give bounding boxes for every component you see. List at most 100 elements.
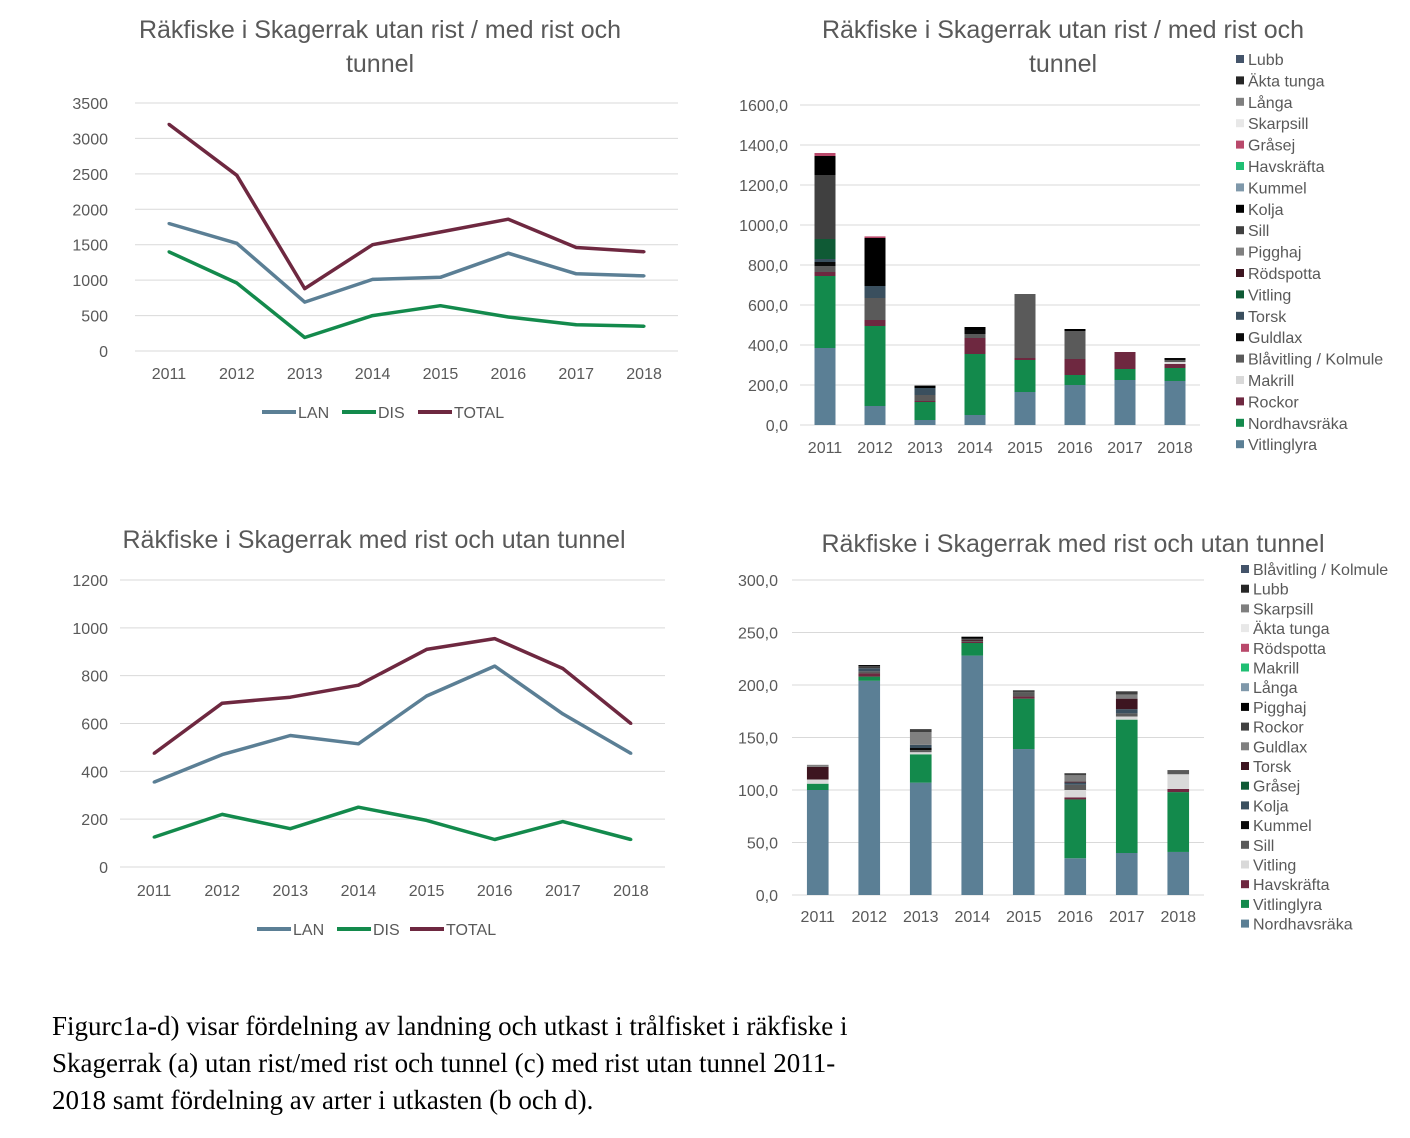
data-point [167,250,171,254]
bar-segment [1164,362,1186,364]
legend-swatch [1236,226,1244,235]
legend-label: Rockor [1253,720,1304,737]
data-point [220,701,224,705]
bar-segment [964,354,986,415]
legend-label: LAN [298,405,329,422]
y-tick-label: 2000 [72,202,108,219]
bar-segment [806,783,829,790]
legend-label: Långa [1248,94,1293,112]
legend-swatch [1241,722,1249,731]
bar-segment [914,395,936,401]
bar-segment [814,156,836,175]
data-point [506,251,510,255]
y-tick-label: 0,0 [766,418,788,435]
data-point [288,827,292,831]
x-tick-label: 2016 [1057,440,1093,457]
bar-segment [864,406,886,425]
legend-swatch [1236,140,1244,149]
x-tick-label: 2018 [613,883,649,900]
legend-label: Vitling [1248,287,1291,304]
caption-line: 2018 samt fördelning av arter i utkasten… [52,1085,594,1115]
bar-segment [1064,858,1087,895]
data-point [629,722,633,725]
bar-segment [961,639,984,641]
legend-label: DIS [373,922,400,939]
bar-segment [1167,788,1190,793]
y-tick-label: 1200 [72,573,108,590]
series-line-total [153,636,632,755]
legend-label: Makrill [1248,373,1294,390]
bar-segment [1064,385,1086,425]
y-tick-label: 3500 [72,96,108,113]
x-tick-label: 2013 [273,883,309,900]
bar-segment [1064,773,1087,776]
legend-label: LAN [293,922,324,939]
y-tick-label: 1000,0 [739,218,788,235]
y-tick-label: 0,0 [756,888,778,905]
bar-segment [864,320,886,326]
y-tick-label: 600,0 [748,298,788,315]
bar-segment [864,298,886,320]
legend-swatch [1236,418,1244,427]
bar-segment [858,671,881,674]
series-line-dis [153,805,632,842]
legend-swatch [1236,247,1244,256]
legend-label: Rödspotta [1248,266,1321,283]
bar-segment [1114,380,1136,425]
bar-segment [909,748,932,751]
bar-segment [1064,797,1087,800]
data-point [152,835,156,839]
chart-title: Räkfiske i Skagerrak utan rist / med ris… [822,16,1304,44]
bar-segment [909,750,932,753]
data-point [152,780,156,784]
data-point [288,695,292,699]
data-point [425,694,429,698]
legend-label: Torsk [1253,759,1292,776]
data-point [167,122,171,126]
bar-segment [914,388,936,395]
data-point [574,323,578,327]
bar-segment [1167,770,1190,775]
bar-segment [1164,381,1186,425]
data-point [371,243,375,247]
legend-label: Blåvitling / Kolmule [1248,351,1383,369]
x-tick-label: 2012 [204,883,240,900]
bar-segment [1014,294,1036,358]
y-tick-label: 50,0 [747,836,778,853]
chart-title: Räkfiske i Skagerrak med rist och utan t… [122,526,625,554]
y-tick-label: 0 [99,344,108,361]
legend-label: TOTAL [446,922,496,939]
y-tick-label: 100,0 [738,783,778,800]
legend-label: Vitling [1253,858,1296,875]
data-point [438,275,442,279]
legend-label: Sill [1253,838,1274,855]
bar-segment [1164,364,1186,368]
legend-swatch [1236,397,1244,406]
x-tick-label: 2017 [545,883,581,900]
legend-label: Torsk [1248,309,1287,326]
legend-swatch [1236,376,1244,384]
bar-segment [1167,851,1190,895]
bar-segment [909,782,932,895]
bar-segment [806,790,829,895]
bar-segment [909,732,932,745]
bar-segment [1114,369,1136,380]
legend-swatch [1241,683,1249,692]
legend-label: Blåvitling / Kolmule [1253,561,1388,579]
legend-swatch [1236,333,1244,342]
data-point [371,277,375,281]
bar-segment [814,175,836,239]
y-tick-label: 1200,0 [739,178,788,195]
legend-label: Långa [1253,679,1298,697]
legend-swatch [1241,860,1249,869]
legend-swatch [1241,663,1249,672]
bar-segment [1115,709,1138,714]
bar-segment [1115,691,1138,695]
y-tick-label: 400,0 [748,338,788,355]
legend-swatch [1241,899,1249,908]
y-tick-label: 1400,0 [739,138,788,155]
x-tick-label: 2013 [907,440,943,457]
chart-title: tunnel [1029,50,1097,78]
bar-segment [1012,749,1035,895]
